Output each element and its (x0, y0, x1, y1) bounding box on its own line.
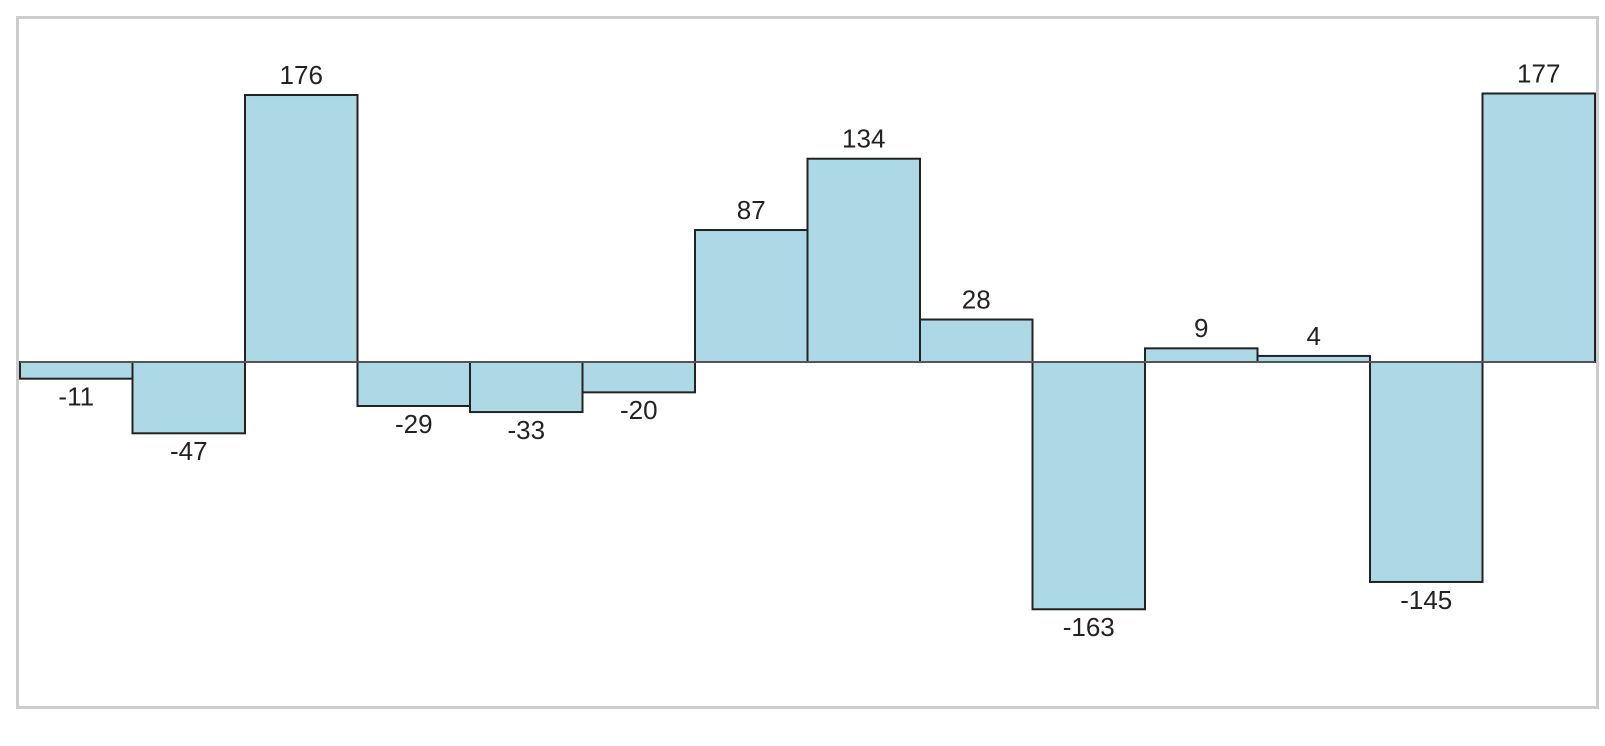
bar (1031, 361, 1146, 611)
bar (131, 361, 246, 435)
bar (806, 157, 921, 363)
bar (581, 361, 696, 394)
data-label: 9 (1194, 313, 1208, 343)
bar (19, 361, 134, 380)
data-label: 176 (280, 60, 323, 90)
data-label: 28 (962, 284, 991, 314)
data-label: 87 (737, 195, 766, 225)
data-label: -163 (1063, 612, 1115, 642)
data-label: 134 (842, 124, 885, 154)
bar (469, 361, 584, 414)
data-label: -145 (1400, 585, 1452, 615)
bar (1481, 92, 1596, 363)
data-label: -47 (170, 436, 208, 466)
data-label: -11 (58, 382, 94, 412)
data-label: -33 (507, 415, 545, 445)
bar (244, 94, 359, 364)
data-label: -20 (620, 395, 658, 425)
data-label: -29 (395, 409, 433, 439)
bar (356, 361, 471, 407)
data-label: 4 (1307, 321, 1321, 351)
bar (1144, 347, 1259, 363)
data-label: 177 (1517, 58, 1560, 88)
bar (694, 229, 809, 363)
bar (1369, 361, 1484, 583)
bar (919, 318, 1034, 363)
